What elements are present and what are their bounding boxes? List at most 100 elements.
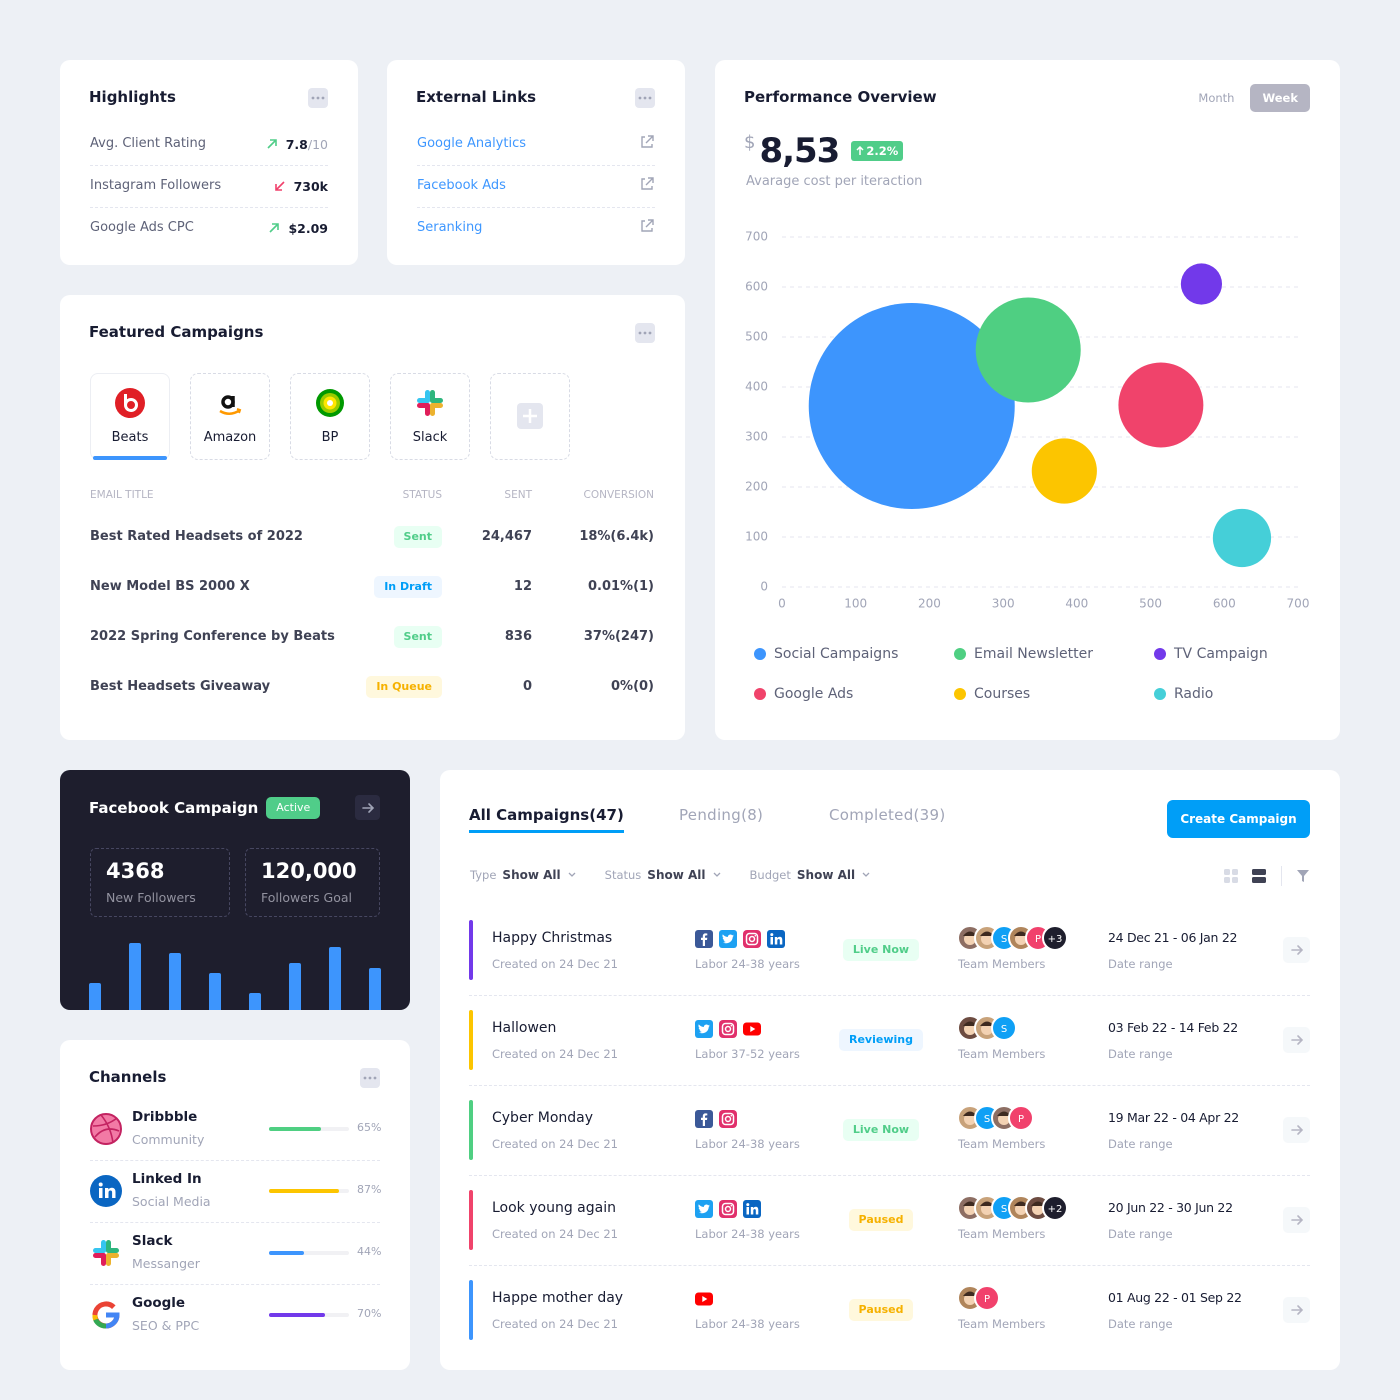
avatar-initials: S bbox=[1001, 934, 1007, 945]
menu-button[interactable] bbox=[635, 88, 655, 108]
arrow-icon bbox=[361, 802, 374, 813]
avatar bbox=[1042, 1195, 1068, 1221]
y-tick-label: 300 bbox=[745, 430, 768, 444]
icon-shape bbox=[106, 1240, 111, 1253]
social-icon bbox=[695, 1200, 713, 1218]
row-open-button[interactable] bbox=[1283, 1027, 1310, 1053]
trend-arrow bbox=[274, 181, 285, 191]
avatar-initials: S bbox=[1001, 1024, 1007, 1035]
menu-button[interactable] bbox=[635, 323, 655, 343]
date-range-label: Date range bbox=[1108, 1227, 1173, 1241]
bubble bbox=[1031, 438, 1097, 504]
channel-name: Linked In bbox=[132, 1171, 202, 1187]
progress-track bbox=[269, 1251, 349, 1255]
x-tick-label: 600 bbox=[1213, 597, 1236, 611]
icon-shape bbox=[425, 403, 430, 416]
avatar-hair bbox=[980, 931, 994, 936]
icon-shape bbox=[748, 935, 756, 943]
external-link[interactable]: Google Analytics bbox=[417, 136, 527, 151]
icon-shape bbox=[641, 219, 654, 232]
icon-shape bbox=[743, 930, 761, 948]
icon-shape bbox=[856, 146, 864, 155]
facebook-campaign-card: Facebook Campaign Active 4368 New Followers… bbox=[60, 770, 410, 1010]
icon-shape bbox=[745, 932, 759, 946]
avatar-hair bbox=[963, 1111, 977, 1116]
campaigns-card: All Campaigns(47) Pending(8) Completed(39)… bbox=[440, 770, 1340, 1370]
avatar-initials: S bbox=[1001, 1204, 1007, 1215]
icon-shape bbox=[1290, 1035, 1303, 1045]
bubble bbox=[1212, 508, 1272, 568]
status-badge: Paused bbox=[848, 1299, 914, 1321]
status-badge: Live Now bbox=[842, 939, 920, 961]
icon-shape bbox=[648, 96, 652, 100]
progress-bar bbox=[269, 1251, 305, 1255]
open-button[interactable] bbox=[355, 795, 380, 820]
plus-icon bbox=[517, 403, 543, 429]
date-range: 03 Feb 22 - 14 Feb 22 bbox=[1108, 1020, 1238, 1035]
menu-button[interactable] bbox=[308, 88, 328, 108]
icon-shape bbox=[746, 1203, 750, 1207]
brand-logo bbox=[219, 395, 242, 415]
channel-name: Slack bbox=[132, 1233, 173, 1249]
currency: $ bbox=[744, 132, 756, 153]
social-icon bbox=[695, 1020, 713, 1038]
active-indicator bbox=[93, 456, 167, 460]
period-toggle: Month Week bbox=[1186, 84, 1310, 112]
divider bbox=[90, 1284, 380, 1285]
kpi-caption: Avarage cost per iteraction bbox=[746, 174, 923, 189]
kpi-value: 8,53 bbox=[759, 131, 840, 171]
icon-shape bbox=[417, 398, 430, 403]
icon-shape bbox=[862, 872, 870, 877]
divider bbox=[469, 1085, 1310, 1086]
brand-tile[interactable]: Beats bbox=[90, 373, 170, 460]
channel-name: Dribbble bbox=[132, 1109, 198, 1125]
icon-shape bbox=[236, 408, 242, 414]
sent-count: 12 bbox=[513, 579, 532, 594]
bubble-chart: 0 100 200 300 400 500 600 700 0 100 200 300 400 500 60… bbox=[745, 230, 1309, 703]
row-open-button[interactable] bbox=[1283, 937, 1310, 963]
period-option[interactable]: Month bbox=[1198, 91, 1235, 105]
brand-tile[interactable]: Amazon bbox=[190, 373, 270, 460]
tab[interactable]: Pending(8) bbox=[679, 806, 764, 824]
brand-tile[interactable]: Slack bbox=[390, 373, 470, 460]
tab[interactable]: Completed(39) bbox=[829, 806, 946, 824]
row-open-button[interactable] bbox=[1283, 1207, 1310, 1233]
channel-icon bbox=[92, 1301, 120, 1329]
email-title: 2022 Spring Conference by Beats bbox=[90, 629, 335, 644]
menu-button[interactable] bbox=[360, 1068, 380, 1088]
legend-swatch bbox=[1154, 648, 1166, 660]
external-link[interactable]: Facebook Ads bbox=[417, 178, 506, 193]
icon-shape bbox=[724, 1205, 732, 1213]
avatar-initials: +3 bbox=[1048, 934, 1063, 945]
chevron bbox=[713, 872, 720, 877]
create-button[interactable]: Create Campaign bbox=[1167, 800, 1310, 838]
tab[interactable]: All Campaigns(47) bbox=[469, 806, 624, 833]
row-open-button[interactable] bbox=[1283, 1117, 1310, 1143]
card-title: Highlights bbox=[89, 88, 176, 106]
period-option[interactable]: Week bbox=[1250, 84, 1310, 112]
row-accent bbox=[469, 1190, 473, 1250]
filter-value: Show All bbox=[796, 868, 856, 882]
divider bbox=[90, 1222, 380, 1223]
brand-tile[interactable]: BP bbox=[290, 373, 370, 460]
audience: Labor 24-38 years bbox=[695, 1227, 800, 1241]
avatar-hair bbox=[963, 931, 977, 936]
divider bbox=[90, 207, 328, 208]
date-range: 01 Aug 22 - 01 Sep 22 bbox=[1108, 1290, 1242, 1305]
icon-shape bbox=[316, 96, 320, 100]
add-brand-tile[interactable] bbox=[490, 373, 570, 460]
icon-shape bbox=[1252, 877, 1266, 883]
external-link[interactable]: Seranking bbox=[417, 220, 483, 235]
filter[interactable]: Status Show All bbox=[605, 868, 722, 882]
icon-shape bbox=[698, 1204, 710, 1214]
filter[interactable]: Type Show All bbox=[470, 868, 577, 882]
campaign-name: Happy Christmas bbox=[492, 930, 613, 946]
divider bbox=[469, 995, 1310, 996]
status-badge: In Queue bbox=[366, 676, 442, 698]
social-icon bbox=[719, 1200, 737, 1218]
row-open-button[interactable] bbox=[1283, 1297, 1310, 1323]
filter[interactable]: Budget Show All bbox=[750, 868, 872, 882]
legend-label: Social Campaigns bbox=[774, 646, 898, 662]
icon-shape bbox=[746, 1207, 749, 1215]
campaign-created: Created on 24 Dec 21 bbox=[492, 1227, 618, 1241]
